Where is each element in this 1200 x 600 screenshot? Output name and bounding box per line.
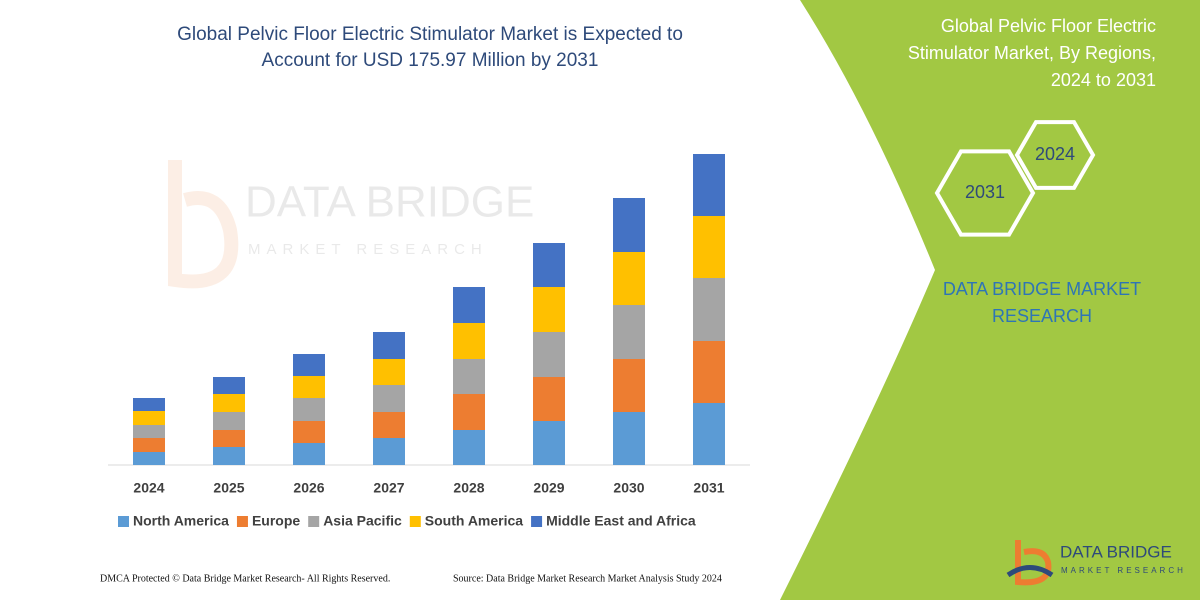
legend-label: Asia Pacific [323,513,402,529]
x-tick-label: 2030 [613,480,644,496]
x-tick-label: 2027 [373,480,404,496]
panel-title: Stimulator Market, By Regions, [908,43,1156,63]
x-tick-label: 2028 [453,480,484,496]
logo-swoosh [1006,565,1054,578]
bar-segment [453,323,485,359]
bar-segment [293,421,325,443]
panel-brand: DATA BRIDGE MARKET [943,279,1141,299]
bar-segment [613,412,645,465]
bar-segment [613,359,645,412]
chart-title: Global Pelvic Floor Electric Stimulator … [177,24,683,45]
hexagon [1014,120,1096,190]
logo-name: DATA BRIDGE [1060,542,1172,561]
bar-segment [453,430,485,465]
bar-segment [533,377,565,421]
x-tick-label: 2026 [293,480,324,496]
bar-segment [293,398,325,421]
legend-label: Europe [252,513,300,529]
x-tick-label: 2031 [693,480,724,496]
legend-swatch [308,516,320,527]
bar-segment [373,438,405,465]
bar-segment [373,412,405,438]
green-panel [780,0,1200,600]
bar-segment [533,421,565,465]
legend-swatch [236,516,248,527]
bar-segment [133,398,165,411]
chart-title: Account for USD 175.97 Million by 2031 [262,50,599,71]
legend-label: North America [133,513,229,529]
bar-segment [373,332,405,359]
hexagon-label: 2031 [965,182,1005,202]
bar-segment [693,403,725,465]
bar-segment [693,278,725,341]
x-tick-label: 2024 [133,480,164,496]
bar-segment [213,412,245,430]
bar-segment [613,198,645,252]
bar-segment [533,287,565,332]
panel-brand: RESEARCH [992,306,1092,326]
bar-segment [133,411,165,425]
watermark-name: DATA BRIDGE [245,178,534,227]
x-tick-label: 2029 [533,480,564,496]
bar-segment [453,394,485,430]
footer-right: Source: Data Bridge Market Research Mark… [453,573,722,584]
legend-swatch [409,516,421,527]
bar-segment [453,359,485,394]
bar-segment [213,430,245,447]
legend-label: South America [425,513,523,529]
bar-segment [133,425,165,438]
watermark-icon [168,160,239,289]
bar-segment [453,287,485,323]
bar-segment [613,252,645,305]
bar-segment [133,438,165,452]
x-tick-label: 2025 [213,480,244,496]
legend-swatch [118,516,129,527]
legend-swatch [531,516,543,527]
panel-title: 2024 to 2031 [1051,70,1156,90]
logo: DATA BRIDGE MARKET RESEARCH [1006,540,1186,586]
bar-segment [533,243,565,287]
bar-segment [613,305,645,359]
footer-left: DMCA Protected © Data Bridge Market Rese… [100,573,390,584]
bar-segment [533,332,565,377]
hexagon [934,149,1036,237]
watermark-tagline: MARKET RESEARCH [248,241,488,258]
bar-segment [293,443,325,465]
bar-segment [693,216,725,278]
hexagon-label: 2024 [1035,144,1075,164]
logo-tagline: MARKET RESEARCH [1061,566,1186,575]
bar-segment [213,377,245,394]
bar-segment [293,376,325,398]
bar-segment [293,354,325,376]
bar-segment [373,359,405,385]
watermark: DATA BRIDGE MARKET RESEARCH [168,160,534,289]
logo-icon [1015,540,1052,586]
panel-title: Global Pelvic Floor Electric [941,16,1156,36]
bar-segment [213,447,245,465]
bar-segment [693,341,725,403]
bar-segment [693,154,725,216]
bar-segment [213,394,245,412]
bar-segment [133,452,165,465]
legend-label: Middle East and Africa [546,513,696,529]
bar-segment [373,385,405,412]
